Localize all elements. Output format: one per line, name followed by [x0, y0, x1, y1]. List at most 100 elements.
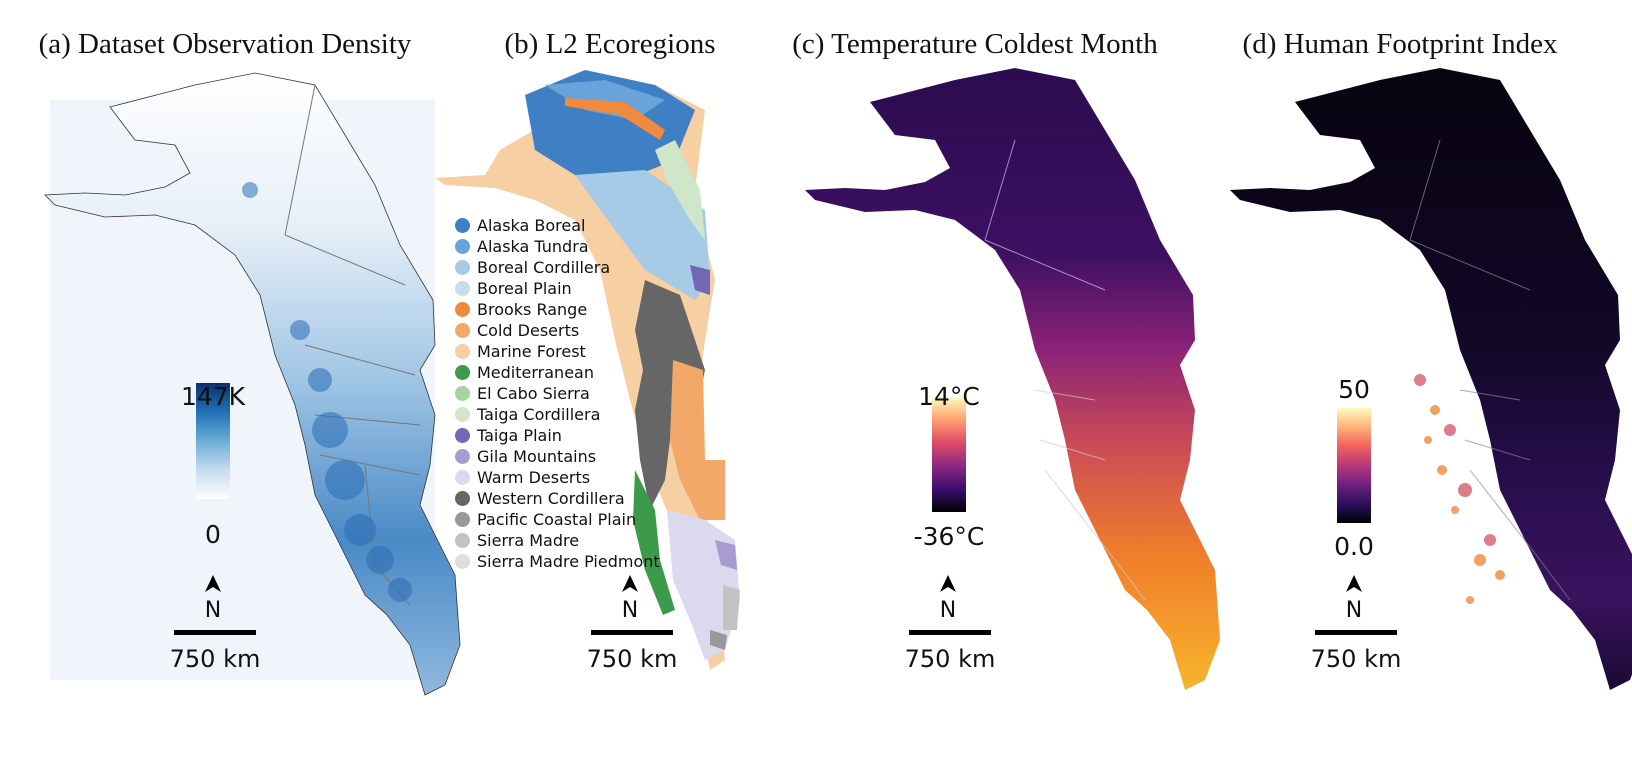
legend-label: Pacific Coastal Plain — [477, 510, 637, 529]
legend-item: Warm Deserts — [455, 467, 660, 488]
legend-swatch — [455, 428, 470, 443]
panel-title: (a) Dataset Observation Density — [38, 28, 412, 60]
legend-label: Brooks Range — [477, 300, 588, 319]
map-human-footprint — [1230, 68, 1632, 690]
legend-swatch — [455, 533, 470, 548]
scale-label: 750 km — [1310, 645, 1402, 673]
legend-label: Sierra Madre Piedmont — [477, 552, 660, 571]
legend-label: Boreal Cordillera — [477, 258, 611, 277]
colorbar-max-label: 147K — [180, 382, 246, 411]
legend-swatch — [455, 281, 470, 296]
scale-bar — [174, 630, 256, 635]
north-arrow-icon — [622, 575, 638, 592]
footprint-hotspots — [1424, 405, 1505, 604]
legend-label: Alaska Boreal — [477, 216, 586, 235]
legend-label: El Cabo Sierra — [477, 384, 590, 403]
legend-swatch — [455, 365, 470, 380]
legend-swatch — [455, 470, 470, 485]
legend-label: Marine Forest — [477, 342, 586, 361]
north-label: N — [204, 598, 222, 623]
legend-label: Taiga Cordillera — [477, 405, 601, 424]
scale-label: 750 km — [586, 645, 678, 673]
scale-label: 750 km — [169, 645, 261, 673]
north-label: N — [1345, 598, 1363, 623]
legend-item: Taiga Cordillera — [455, 404, 660, 425]
map-temperature — [805, 68, 1220, 690]
legend-label: Gila Mountains — [477, 447, 597, 466]
region-pacific-coastal-plain — [710, 630, 727, 650]
footprint-colorbar — [1337, 408, 1371, 523]
legend-item: Taiga Plain — [455, 425, 660, 446]
legend-label: Western Cordillera — [477, 489, 625, 508]
region-taiga-plain — [690, 265, 710, 295]
legend-item: Pacific Coastal Plain — [455, 509, 660, 530]
legend-item: El Cabo Sierra — [455, 383, 660, 404]
legend-label: Sierra Madre — [477, 531, 580, 550]
footprint-hotspots-mid — [1414, 374, 1496, 546]
legend-item: Mediterranean — [455, 362, 660, 383]
scale-bar — [1315, 630, 1397, 635]
legend-item: Sierra Madre Piedmont — [455, 551, 660, 572]
map-observation-density — [44, 72, 461, 696]
legend-item: Brooks Range — [455, 299, 660, 320]
legend-label: Taiga Plain — [477, 426, 562, 445]
temperature-colorbar — [932, 397, 966, 512]
panel-title: (d) Human Footprint Index — [1242, 28, 1558, 60]
colorbar-min-label: 0.0 — [1334, 532, 1374, 561]
region-gila-mountains — [715, 540, 737, 570]
legend-item: Alaska Boreal — [455, 215, 660, 236]
legend-label: Boreal Plain — [477, 279, 572, 298]
legend-item: Boreal Plain — [455, 278, 660, 299]
legend-item: Gila Mountains — [455, 446, 660, 467]
panel-title: (b) L2 Ecoregions — [504, 28, 716, 60]
map-ecoregions — [435, 70, 740, 670]
legend-label: Mediterranean — [477, 363, 594, 382]
panel-temperature: (c) Temperature Coldest Month 14°C -36°C… — [775, 0, 1220, 758]
legend-swatch — [455, 491, 470, 506]
region-taiga-cordillera — [655, 140, 705, 240]
region-boreal-cordillera — [575, 170, 710, 300]
scale-bar — [591, 630, 673, 635]
legend-swatch — [455, 239, 470, 254]
region-sierra-madre — [723, 585, 740, 630]
density-speckles — [242, 182, 412, 602]
legend-swatch — [455, 386, 470, 401]
legend-swatch — [455, 344, 470, 359]
legend-swatch — [455, 407, 470, 422]
region-brooks-range — [565, 98, 665, 140]
admin-boundaries — [984, 139, 1146, 601]
legend-swatch — [455, 302, 470, 317]
legend-label: Alaska Tundra — [477, 237, 589, 256]
panel-title: (c) Temperature Coldest Month — [792, 28, 1158, 60]
density-colorbar — [196, 383, 230, 499]
scale-bar — [909, 630, 991, 635]
legend-item: Marine Forest — [455, 341, 660, 362]
legend-item: Cold Deserts — [455, 320, 660, 341]
legend-swatch — [455, 218, 470, 233]
legend-item: Sierra Madre — [455, 530, 660, 551]
north-arrow-icon — [940, 575, 956, 592]
panel-ecoregions: (b) L2 Ecoregions — [435, 0, 775, 758]
colorbar-min-label: 0 — [205, 520, 221, 549]
panel-human-footprint: (d) Human Footprint Index 50 0.0 N 750 k… — [1180, 0, 1632, 758]
legend-swatch — [455, 323, 470, 338]
north-arrow-icon — [205, 575, 221, 592]
north-label: N — [621, 598, 639, 623]
legend-label: Warm Deserts — [477, 468, 591, 487]
legend-item: Boreal Cordillera — [455, 257, 660, 278]
scale-label: 750 km — [904, 645, 996, 673]
legend-swatch — [455, 512, 470, 527]
legend-swatch — [455, 260, 470, 275]
legend-swatch — [455, 449, 470, 464]
ecoregion-legend: Alaska Boreal Alaska Tundra Boreal Cordill… — [455, 215, 660, 572]
panel-observation-density: (a) Dataset Observation Density 147K 0 N… — [0, 0, 461, 758]
colorbar-min-label: -36°C — [913, 522, 985, 551]
region-cold-deserts — [670, 360, 725, 520]
colorbar-max-label: 50 — [1338, 375, 1370, 404]
north-label: N — [939, 598, 957, 623]
legend-item: Western Cordillera — [455, 488, 660, 509]
north-arrow-icon — [1346, 575, 1362, 592]
legend-label: Cold Deserts — [477, 321, 580, 340]
region-western-cordillera — [635, 280, 705, 510]
colorbar-max-label: 14°C — [918, 382, 980, 411]
